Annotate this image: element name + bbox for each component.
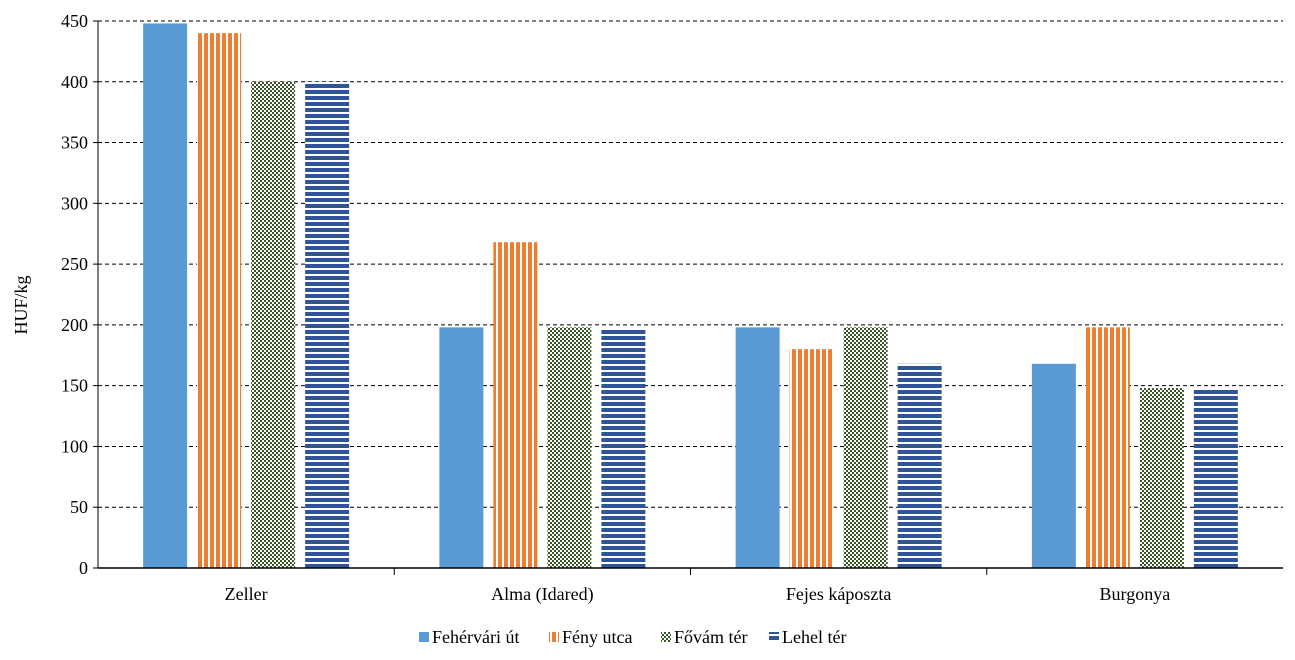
bar-f-ny-utca-0 [197, 33, 242, 568]
bar-f-ny-utca-3 [1085, 327, 1130, 568]
y-tick-label: 200 [61, 315, 88, 335]
legend-swatch [419, 632, 429, 642]
bar-lehel-t-r-1 [601, 328, 646, 568]
bar-lehel-t-r-0 [305, 81, 350, 569]
y-tick-label: 100 [61, 436, 88, 456]
bar-f-v-m-t-r-0 [251, 81, 296, 569]
bar-f-v-m-t-r-3 [1139, 388, 1184, 568]
y-tick-label: 300 [61, 193, 88, 213]
bar-f-v-m-t-r-2 [843, 327, 888, 568]
bar-f-ny-utca-2 [789, 349, 834, 568]
legend-swatch [661, 632, 671, 642]
y-tick-label: 350 [61, 133, 88, 153]
legend: Fehérvári út Fény utca Fővám tér Lehel tér [419, 627, 846, 647]
y-tick-label: 250 [61, 254, 88, 274]
legend-label: Lehel tér [782, 627, 846, 647]
y-tick-label: 0 [79, 558, 88, 578]
x-tick-label: Alma (Idared) [491, 584, 593, 605]
bar-f-ny-utca-1 [493, 242, 538, 568]
legend-label: Fővám tér [674, 627, 748, 647]
y-tick-label: 400 [61, 72, 88, 92]
bar-lehel-t-r-3 [1193, 388, 1238, 568]
y-tick-label: 450 [61, 11, 88, 31]
bar-feh-rv-ri-t-3 [1031, 363, 1076, 568]
bars [143, 23, 1238, 569]
gridlines [98, 20, 1283, 508]
x-tick-label: Zeller [225, 584, 268, 604]
legend-swatch [769, 632, 779, 642]
y-axis-title: HUF/kg [11, 275, 31, 334]
y-tick-label: 50 [70, 497, 88, 517]
legend-label: Fény utca [562, 627, 632, 647]
axes: 0 50 100 150 200 250 300 350 400 450 Zeller Alma (I… [61, 11, 1283, 605]
legend-label: Fehérvári út [432, 627, 519, 647]
bar-lehel-t-r-2 [897, 363, 942, 568]
bar-feh-rv-ri-t-0 [143, 23, 188, 569]
bar-feh-rv-ri-t-2 [735, 327, 780, 568]
bar-feh-rv-ri-t-1 [439, 327, 484, 568]
x-tick-label: Burgonya [1100, 584, 1171, 604]
bar-f-v-m-t-r-1 [547, 327, 592, 568]
legend-swatch [549, 632, 559, 642]
y-tick-label: 150 [61, 376, 88, 396]
x-tick-label: Fejes káposzta [786, 584, 891, 604]
